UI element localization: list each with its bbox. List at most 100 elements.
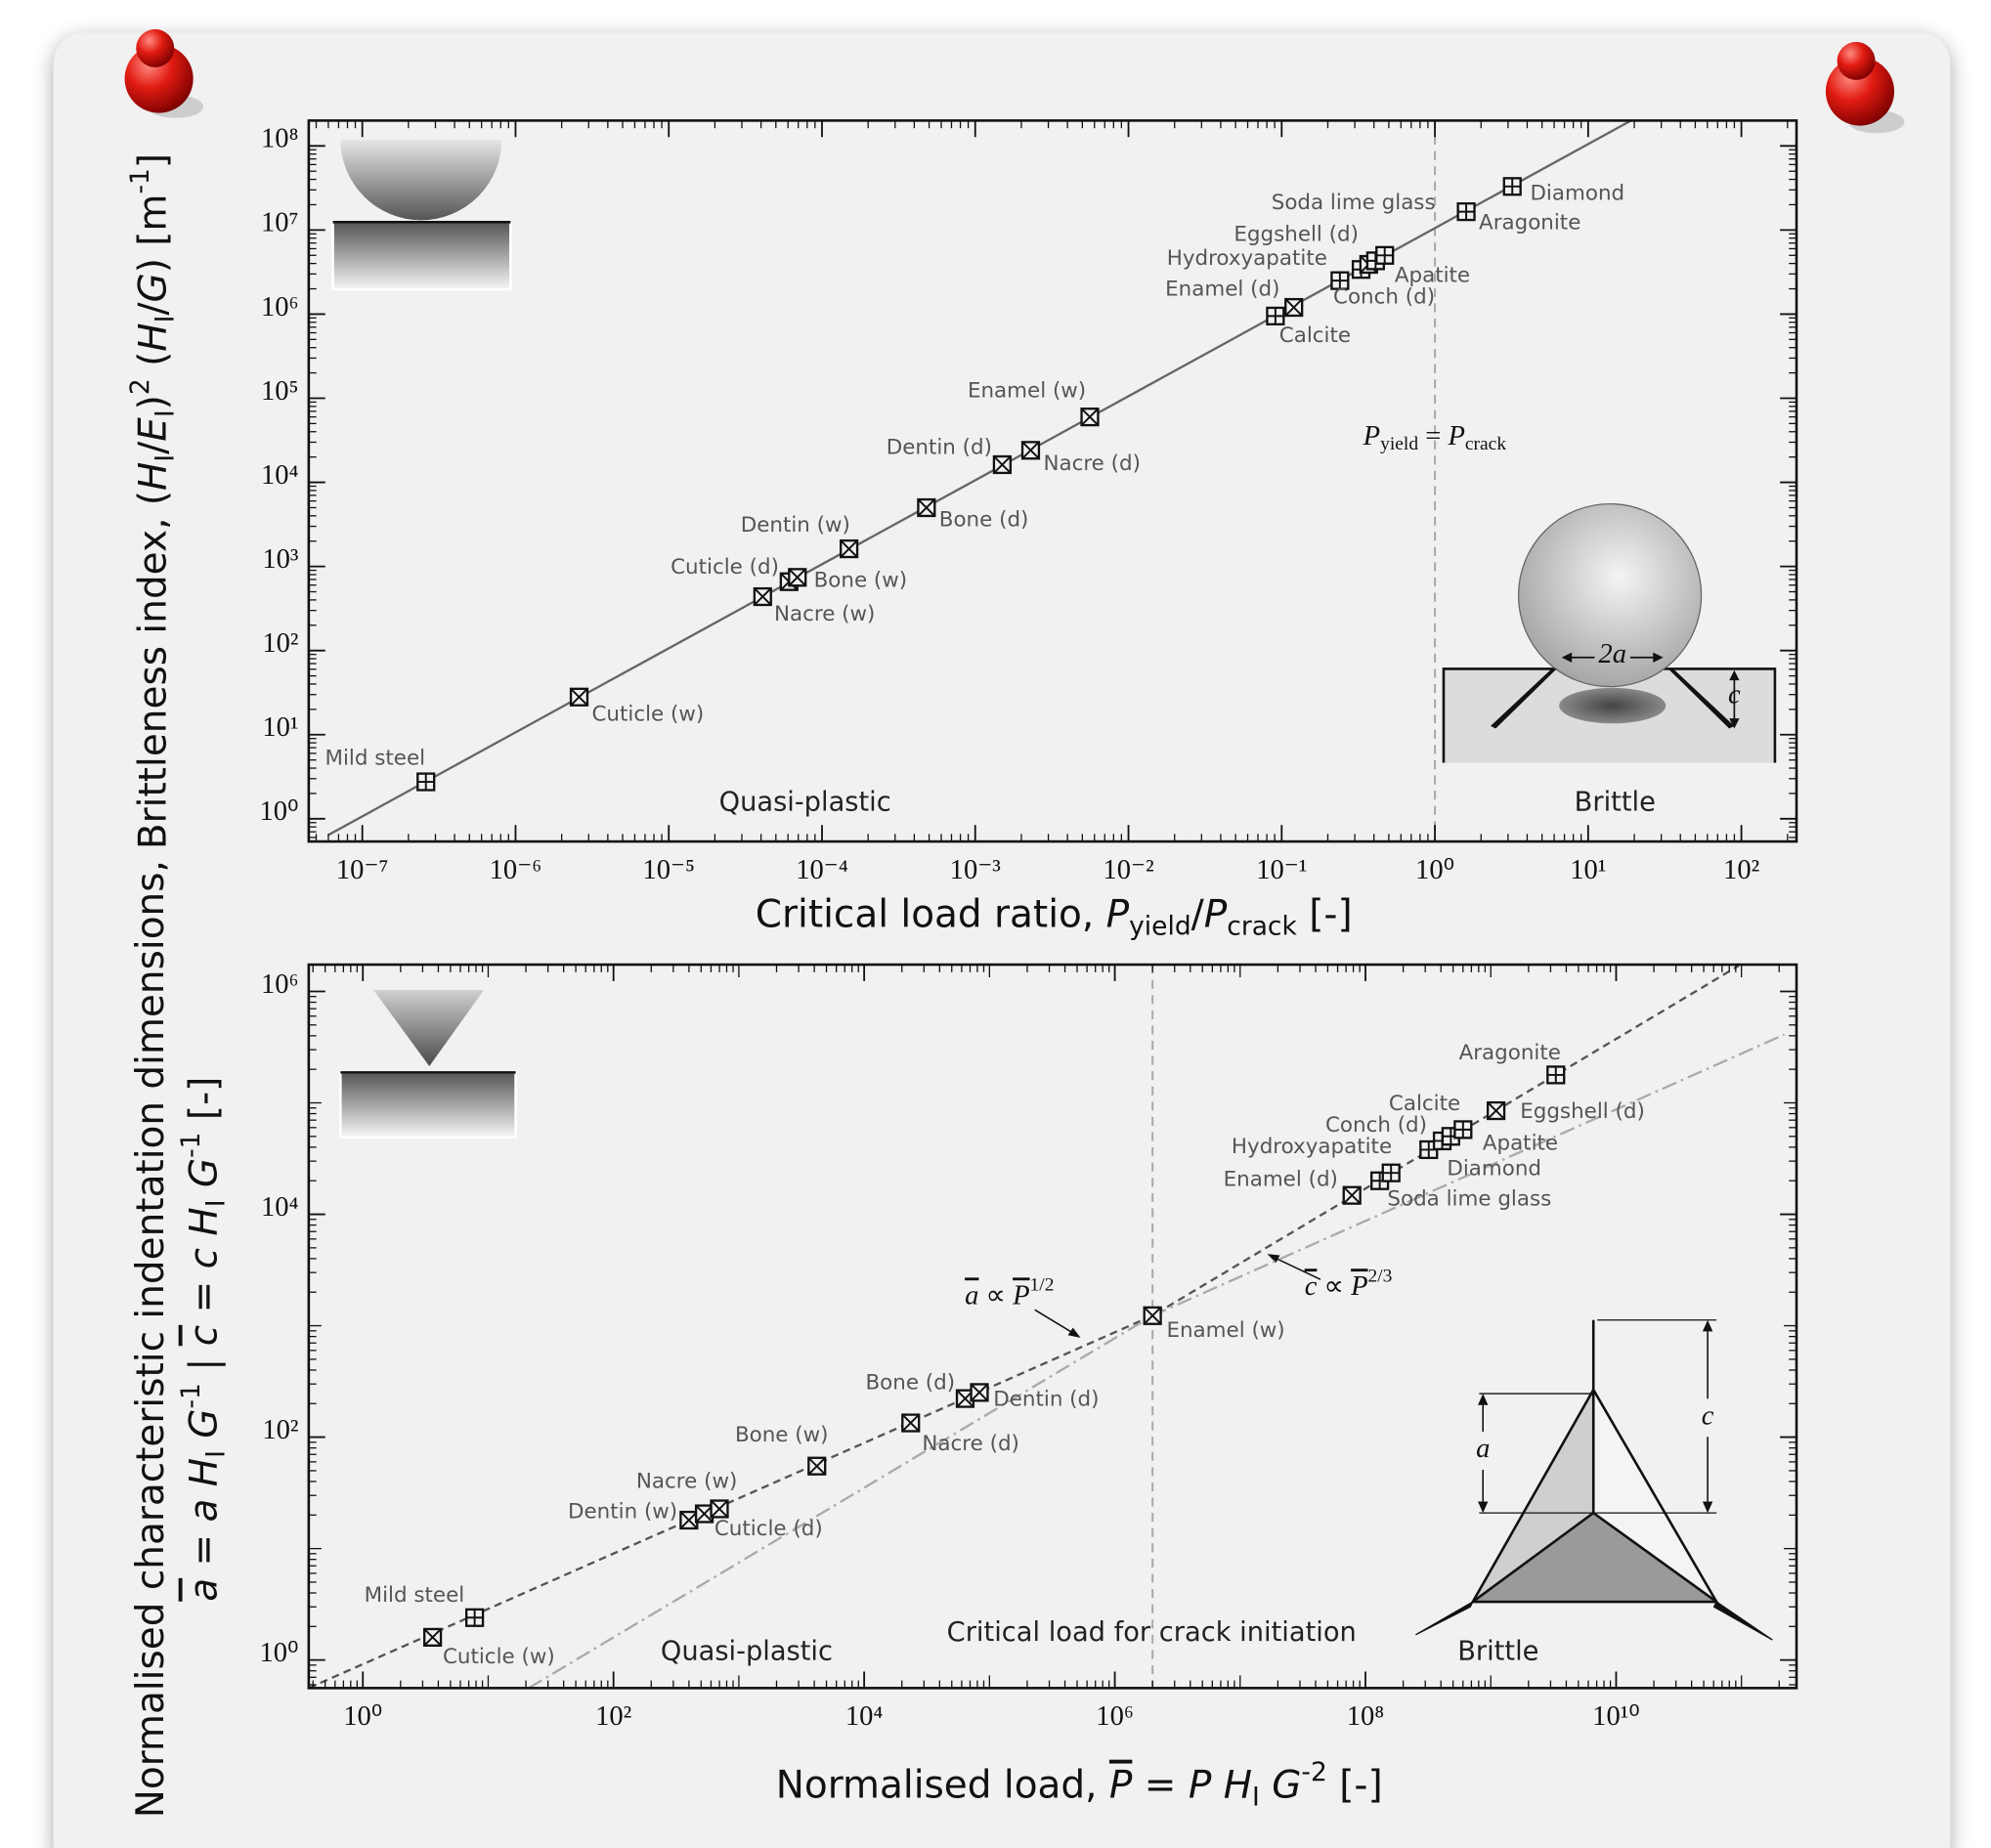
text-part bbox=[182, 1187, 226, 1199]
point-label: Enamel (d) bbox=[1224, 1168, 1338, 1192]
text-part: [-] bbox=[182, 1077, 226, 1133]
threshold-label: Critical load for crack initiation bbox=[947, 1617, 1357, 1648]
text-part: ) [m bbox=[131, 194, 175, 274]
data-point bbox=[994, 456, 1011, 473]
text-part: I bbox=[150, 316, 180, 323]
y-tick-label: 10¹ bbox=[262, 712, 298, 743]
x-tick-label: 10⁻⁴ bbox=[796, 855, 848, 885]
point-label: Bone (w) bbox=[814, 569, 908, 593]
point-label: Bone (w) bbox=[735, 1423, 829, 1447]
data-point bbox=[1022, 442, 1039, 458]
text-part: H bbox=[131, 322, 175, 351]
point-label: Conch (d) bbox=[1333, 284, 1435, 309]
text-part: / bbox=[131, 441, 175, 454]
point-label: Apatite bbox=[1395, 263, 1470, 287]
data-point bbox=[918, 499, 934, 516]
text-part: P bbox=[1189, 1763, 1212, 1807]
text-part: ) bbox=[131, 395, 175, 409]
data-point bbox=[680, 1512, 697, 1528]
text-part bbox=[182, 1439, 226, 1450]
data-point bbox=[1344, 1187, 1361, 1204]
text-part: G bbox=[182, 1409, 226, 1439]
point-label: Diamond bbox=[1530, 182, 1624, 206]
text-part: crack bbox=[1465, 435, 1506, 455]
text-part: = bbox=[182, 1268, 226, 1324]
text-part: I bbox=[150, 454, 180, 462]
x-tick-label: 10⁻³ bbox=[950, 855, 1002, 885]
point-label: Dentin (w) bbox=[568, 1500, 677, 1525]
data-point bbox=[712, 1501, 728, 1518]
region-label: Brittle bbox=[1575, 788, 1656, 818]
text-part: H bbox=[1224, 1763, 1252, 1807]
data-point bbox=[1547, 1066, 1564, 1083]
text-part: P bbox=[1106, 892, 1130, 936]
y-tick-label: 10² bbox=[262, 1415, 298, 1445]
text-part: = bbox=[182, 1522, 226, 1577]
text-part bbox=[182, 1236, 226, 1248]
text-part: yield bbox=[1129, 911, 1191, 941]
point-label: Enamel (w) bbox=[1166, 1318, 1284, 1343]
x-tick-label: 10⁴ bbox=[845, 1701, 884, 1732]
y-tick-label: 10⁵ bbox=[261, 376, 299, 407]
text-part: H bbox=[182, 1458, 226, 1486]
x-tick-label: 10² bbox=[595, 1701, 631, 1732]
point-label: Calcite bbox=[1279, 323, 1351, 348]
point-label: Eggshell (d) bbox=[1520, 1099, 1645, 1124]
text-part: = bbox=[1132, 1763, 1188, 1807]
text-part: Brittleness index, ( bbox=[131, 491, 175, 849]
data-point bbox=[789, 569, 805, 585]
text-part: I bbox=[200, 1450, 231, 1458]
text-part bbox=[1211, 1763, 1223, 1807]
point-label: Bone (d) bbox=[939, 507, 1029, 532]
data-point bbox=[1454, 1121, 1471, 1138]
x-tick-label: 10⁸ bbox=[1347, 1701, 1385, 1732]
y-tick-label: 10⁸ bbox=[261, 124, 299, 154]
point-label: Nacre (d) bbox=[922, 1432, 1018, 1456]
data-point bbox=[1488, 1102, 1504, 1119]
text-part: | bbox=[182, 1346, 226, 1383]
text-part: ∝ bbox=[1317, 1271, 1351, 1302]
text-part: P bbox=[1447, 421, 1464, 451]
point-label: Apatite bbox=[1483, 1132, 1558, 1156]
x-tick-label: 10⁻⁶ bbox=[490, 855, 542, 885]
data-point bbox=[808, 1458, 825, 1475]
data-point bbox=[424, 1629, 441, 1646]
point-label: Mild steel bbox=[325, 747, 425, 771]
y-tick-label: 10⁰ bbox=[259, 1638, 298, 1668]
x-tick-label: 10² bbox=[1723, 855, 1759, 885]
text-part: / bbox=[131, 302, 175, 316]
text-part: I bbox=[150, 409, 180, 417]
data-point bbox=[755, 588, 771, 605]
data-point bbox=[466, 1610, 483, 1626]
text-part: c bbox=[182, 1248, 226, 1268]
text-part: a bbox=[182, 1578, 226, 1602]
point-label: Dentin (w) bbox=[741, 513, 850, 537]
inset-label: c bbox=[1728, 680, 1741, 710]
figure: 10⁻⁷10⁻⁶10⁻⁵10⁻⁴10⁻³10⁻²10⁻¹10⁰10¹10²10⁰… bbox=[0, 0, 1991, 1848]
point-label: Hydroxyapatite bbox=[1232, 1135, 1392, 1159]
point-label: Dentin (d) bbox=[887, 436, 992, 460]
y-tick-label: 10⁰ bbox=[259, 796, 298, 827]
text-part: ] bbox=[131, 153, 175, 168]
x-tick-label: 10⁰ bbox=[1415, 855, 1454, 885]
y-tick-label: 10⁷ bbox=[261, 208, 299, 238]
data-point bbox=[1458, 203, 1475, 220]
text-part: H bbox=[131, 462, 175, 491]
text-part: P bbox=[1350, 1271, 1367, 1302]
point-label: Aragonite bbox=[1479, 210, 1580, 235]
x-tick-label: 10⁻¹ bbox=[1256, 855, 1307, 885]
text-part: c bbox=[1305, 1271, 1318, 1302]
point-label: Soda lime glass bbox=[1272, 191, 1436, 215]
data-point bbox=[1082, 408, 1099, 425]
point-label: Dentin (d) bbox=[993, 1388, 1099, 1412]
x-axis-label: Normalised load, P = P HI G-2 [-] bbox=[776, 1756, 1383, 1812]
point-label: Nacre (d) bbox=[1043, 451, 1141, 476]
point-label: Cuticle (d) bbox=[671, 555, 779, 580]
data-point bbox=[972, 1384, 988, 1400]
text-part: -1 bbox=[175, 1383, 205, 1408]
text-part: G bbox=[131, 273, 175, 302]
point-label: Nacre (w) bbox=[774, 602, 875, 626]
text-part: a bbox=[182, 1499, 226, 1523]
y-axis-label: Brittleness index, (HI/EI)2 (HI/G) [m-1] bbox=[124, 153, 180, 849]
point-label: Enamel (w) bbox=[968, 379, 1086, 404]
